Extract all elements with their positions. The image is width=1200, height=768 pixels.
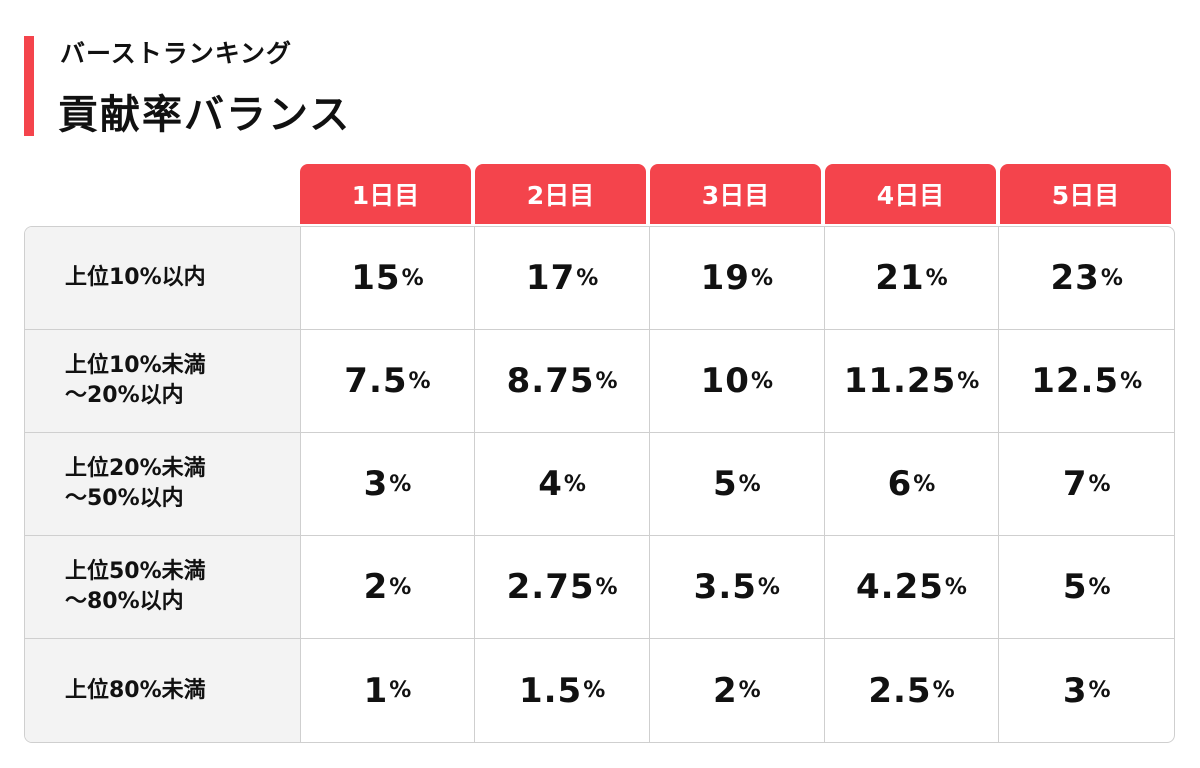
cell-unit: % xyxy=(757,574,780,600)
cell-value: 7.5 xyxy=(344,361,408,401)
table-cell: 5% xyxy=(999,536,1174,638)
cell-value: 7 xyxy=(1062,464,1088,504)
table-cell: 21% xyxy=(825,227,1000,329)
cell-value: 17 xyxy=(525,258,576,298)
table-cell: 7% xyxy=(999,433,1174,535)
table-cell: 11.25% xyxy=(825,330,1000,432)
column-header-day2: 2日目 xyxy=(475,164,646,224)
cell-unit: % xyxy=(925,265,948,291)
cell-value: 3 xyxy=(1062,670,1088,711)
cell-unit: % xyxy=(563,471,586,497)
table-cell: 15% xyxy=(301,227,476,329)
row-label: 上位10%未満 ～20%以内 xyxy=(25,330,301,432)
cell-value: 10 xyxy=(700,361,750,401)
table-cell: 3.5% xyxy=(650,536,825,638)
column-header-day5: 5日目 xyxy=(1000,164,1171,224)
cell-value: 2 xyxy=(363,567,389,607)
cell-unit: % xyxy=(913,471,936,497)
cell-value: 15 xyxy=(351,258,401,298)
table-row: 上位20%未満 ～50%以内 3% 4% 5% 6% 7% xyxy=(25,433,1174,536)
table-cell: 1.5% xyxy=(475,639,650,742)
cell-value: 1 xyxy=(363,670,389,711)
cell-unit: % xyxy=(750,368,773,394)
cell-value: 5 xyxy=(1062,567,1088,607)
table-cell: 23% xyxy=(999,227,1174,329)
cell-unit: % xyxy=(583,678,606,703)
cell-unit: % xyxy=(389,574,412,600)
cell-unit: % xyxy=(738,678,761,703)
table-cell: 8.75% xyxy=(475,330,650,432)
cell-value: 3.5 xyxy=(693,567,757,607)
cell-value: 19 xyxy=(700,258,750,298)
row-label: 上位80%未満 xyxy=(25,639,301,742)
column-header-day1: 1日目 xyxy=(300,164,471,224)
cell-value: 12.5 xyxy=(1031,361,1120,401)
table-cell: 6% xyxy=(825,433,1000,535)
column-header-day4: 4日目 xyxy=(825,164,996,224)
row-label: 上位10%以内 xyxy=(25,227,301,329)
table-row: 上位80%未満 1% 1.5% 2% 2.5% 3% xyxy=(25,639,1174,742)
cell-unit: % xyxy=(389,678,412,703)
page-subtitle: バーストランキング xyxy=(60,39,293,68)
table-cell: 17% xyxy=(475,227,650,329)
row-label: 上位20%未満 ～50%以内 xyxy=(25,433,301,535)
page-title: 貢献率バランス xyxy=(58,92,352,138)
cell-value: 11.25 xyxy=(843,361,957,401)
table-row: 上位10%未満 ～20%以内 7.5% 8.75% 10% 11.25% 12.… xyxy=(25,330,1174,433)
cell-unit: % xyxy=(1088,471,1111,497)
cell-unit: % xyxy=(750,265,773,291)
table-cell: 4.25% xyxy=(825,536,1000,638)
cell-value: 4.25 xyxy=(856,567,944,607)
table-cell: 4% xyxy=(475,433,650,535)
table-row: 上位50%未満 ～80%以内 2% 2.75% 3.5% 4.25% 5% xyxy=(25,536,1174,639)
table-cell: 5% xyxy=(650,433,825,535)
cell-unit: % xyxy=(957,368,980,394)
table-cell: 2.75% xyxy=(475,536,650,638)
cell-unit: % xyxy=(401,265,424,291)
table-cell: 12.5% xyxy=(999,330,1174,432)
cell-value: 2.5 xyxy=(868,670,932,711)
title-accent-bar xyxy=(24,36,34,136)
cell-unit: % xyxy=(1100,265,1123,291)
cell-unit: % xyxy=(1088,678,1111,703)
table-cell: 3% xyxy=(301,433,476,535)
cell-unit: % xyxy=(738,471,761,497)
table-cell: 1% xyxy=(301,639,476,742)
row-label: 上位50%未満 ～80%以内 xyxy=(25,536,301,638)
table-cell: 2.5% xyxy=(825,639,1000,742)
cell-unit: % xyxy=(595,368,618,394)
cell-unit: % xyxy=(944,574,967,600)
cell-value: 4 xyxy=(538,464,563,504)
cell-unit: % xyxy=(1120,368,1143,394)
table-cell: 2% xyxy=(301,536,476,638)
cell-unit: % xyxy=(932,678,955,703)
cell-value: 23 xyxy=(1050,258,1100,298)
cell-value: 6 xyxy=(887,464,913,504)
table-cell: 7.5% xyxy=(301,330,476,432)
contribution-table: 上位10%以内 15% 17% 19% 21% 23% 上位10%未満 ～20%… xyxy=(24,226,1175,743)
cell-unit: % xyxy=(1088,574,1111,600)
table-cell: 3% xyxy=(999,639,1174,742)
cell-unit: % xyxy=(595,574,618,600)
cell-value: 21 xyxy=(875,258,925,298)
cell-value: 2 xyxy=(712,670,738,711)
table-row: 上位10%以内 15% 17% 19% 21% 23% xyxy=(25,227,1174,330)
cell-value: 5 xyxy=(712,464,738,504)
column-header-row: 1日目 2日目 3日目 4日目 5日目 xyxy=(300,164,1171,224)
cell-value: 1.5 xyxy=(518,670,583,711)
table-cell: 2% xyxy=(650,639,825,742)
column-header-day3: 3日目 xyxy=(650,164,821,224)
cell-unit: % xyxy=(576,265,599,291)
cell-unit: % xyxy=(408,368,431,394)
table-cell: 19% xyxy=(650,227,825,329)
cell-value: 8.75 xyxy=(506,361,595,401)
cell-unit: % xyxy=(389,471,412,497)
cell-value: 2.75 xyxy=(506,567,595,607)
cell-value: 3 xyxy=(363,464,389,504)
table-cell: 10% xyxy=(650,330,825,432)
